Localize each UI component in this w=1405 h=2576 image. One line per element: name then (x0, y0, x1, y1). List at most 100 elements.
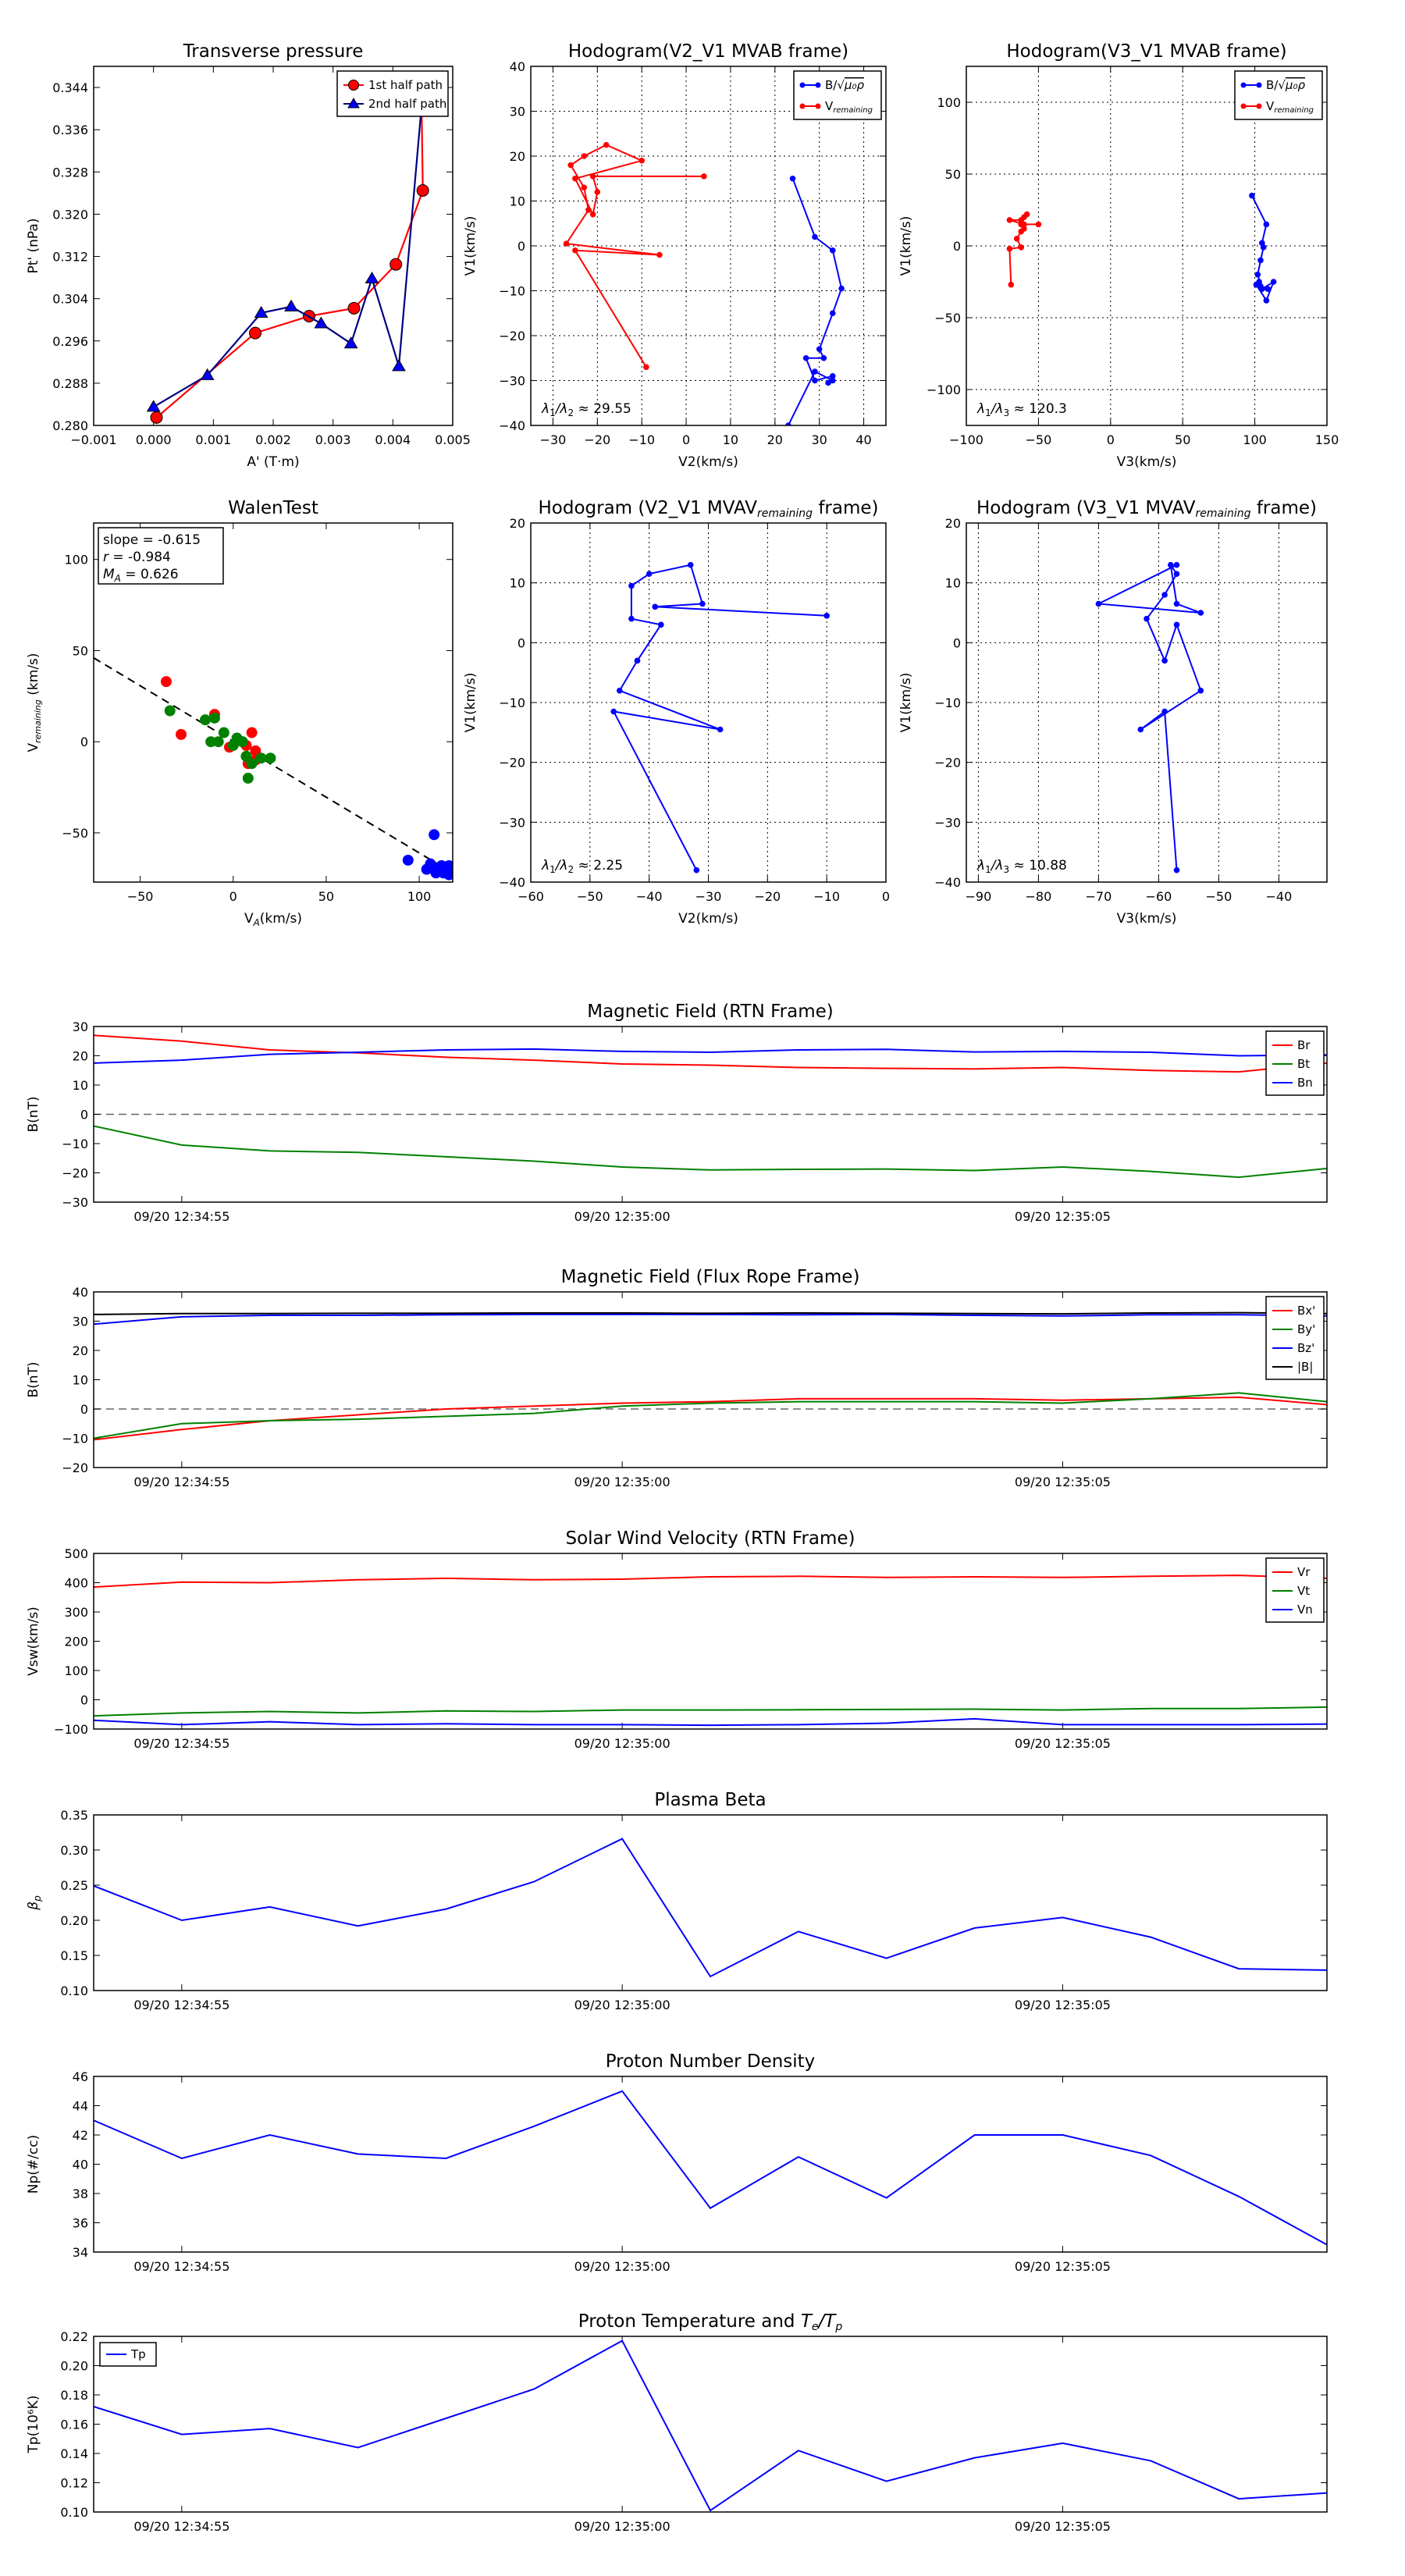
y-axis-label: βp (26, 1895, 43, 1911)
x-tick-label: 0.003 (315, 432, 351, 447)
series-v-remaining-point (1021, 221, 1027, 228)
series-b--point (1254, 272, 1261, 278)
series-2nd-half-path-point (343, 336, 358, 349)
plot-frame (93, 522, 454, 883)
series-blue-point (699, 600, 706, 607)
x-tick-label: 10 (723, 432, 738, 447)
series-1st-half-path-point (150, 411, 163, 424)
series-v-remaining-point (638, 157, 645, 164)
x-tick-label: −100 (949, 432, 984, 447)
plot-area (563, 141, 845, 425)
y-tick-label: 0 (518, 239, 525, 254)
series-blue-line (1095, 564, 1202, 870)
y-tick-label: 0.12 (60, 2476, 88, 2491)
series-red-point (176, 728, 187, 740)
x-axis-label: VA(km/s) (244, 911, 302, 928)
plot-frame (93, 1553, 1328, 1730)
legend-label: Bz' (1297, 1341, 1314, 1355)
y-tick-label: −100 (54, 1722, 88, 1737)
x-tick-label: 150 (1315, 432, 1339, 447)
series-blue-point (1144, 615, 1150, 622)
x-tick-label: 09/20 12:34:55 (133, 1475, 229, 1489)
plot-frame (530, 66, 887, 426)
y-tick-label: 30 (510, 105, 525, 119)
series-v-remaining-point (1006, 245, 1013, 252)
series-green-point (255, 753, 267, 764)
x-tick-label: 09/20 12:35:05 (1015, 1736, 1111, 1751)
series-v-remaining-point (589, 211, 596, 218)
series-v-remaining-point (581, 153, 588, 159)
plot-frame (966, 66, 1328, 426)
y-tick-label: 34 (73, 2245, 88, 2260)
y-tick-label: 0.336 (52, 123, 88, 137)
series-v-remaining-point (1035, 221, 1042, 228)
series-b--point (825, 379, 831, 386)
legend-label: Vt (1297, 1584, 1310, 1598)
y-tick-label: 100 (64, 553, 88, 568)
x-tick-label: 09/20 12:35:00 (574, 1998, 670, 2012)
legend-label: Bx' (1297, 1304, 1315, 1318)
stats-box (98, 527, 224, 585)
y-tick-label: −10 (934, 696, 961, 710)
plot-frame (93, 1814, 1328, 1991)
y-axis-label: Np(#/cc) (26, 2135, 41, 2194)
y-tick-label: 20 (510, 149, 525, 164)
y-tick-label: 20 (73, 1049, 88, 1064)
plot-frame (93, 2076, 1328, 2253)
legend-box (336, 70, 449, 117)
legend-box (1265, 1296, 1325, 1380)
x-tick-label: 100 (407, 889, 432, 904)
y-tick-label: −30 (499, 374, 525, 389)
y-tick-label: 40 (73, 2158, 88, 2172)
series-bz--line (94, 1313, 1327, 1325)
chart-p9: Solar Wind Velocity (RTN Frame) −100 0 100 2… (26, 1528, 1328, 1751)
series-blue-point (1173, 561, 1180, 568)
y-axis-label: V1(km/s) (898, 673, 914, 733)
x-tick-label: 50 (1175, 432, 1190, 447)
series-blue-point (658, 621, 664, 628)
y-tick-label: 0.25 (60, 1878, 88, 1893)
series-blue-point (1161, 657, 1168, 664)
legend-label: 2nd half path (368, 97, 446, 111)
chart-p8: Magnetic Field (Flux Rope Frame) −20 −10 0 1… (26, 1267, 1328, 1489)
chart-title: Hodogram(V3_V1 MVAB frame) (1006, 41, 1286, 62)
y-tick-label: 100 (937, 95, 961, 110)
series-b--point (812, 368, 818, 375)
x-tick-label: −60 (518, 889, 544, 904)
x-tick-label: 0.002 (255, 432, 291, 447)
x-tick-label: −40 (636, 889, 663, 904)
y-tick-label: 0 (80, 1693, 88, 1708)
plot-area (94, 2090, 1327, 2246)
plot-area (1006, 192, 1277, 304)
x-tick-label: −40 (1266, 889, 1293, 904)
series-v-remaining-point (1023, 211, 1030, 218)
legend-label: B/√μ₀ρ (825, 78, 864, 92)
y-tick-label: −40 (499, 418, 525, 433)
series-blue-point (1161, 592, 1168, 598)
series-blue-point (421, 863, 432, 875)
series-b--point (812, 233, 818, 240)
legend-label: Vr (1297, 1565, 1311, 1579)
series-vn-line (94, 1717, 1327, 1727)
series-2nd-half-path-point (314, 316, 329, 329)
legend-label: Bt (1297, 1057, 1310, 1071)
y-tick-label: 50 (73, 643, 88, 658)
legend: Bx' By' Bz' |B| (1265, 1296, 1325, 1380)
y-axis-label: Vremaining (km/s) (26, 653, 43, 752)
series-green-point (246, 758, 258, 770)
chart-title: WalenTest (228, 498, 318, 518)
series-v-remaining-point (701, 173, 707, 180)
y-tick-label: −20 (499, 756, 525, 770)
series-v-remaining-point (1021, 226, 1027, 232)
legend-box (1234, 70, 1323, 120)
chart-p2: Hodogram(V2_V1 MVAB frame) −40 −30 −20 −10 0 1… (463, 41, 887, 470)
x-tick-label: −50 (1026, 432, 1052, 447)
y-tick-label: 0 (953, 239, 961, 254)
x-tick-label: 40 (855, 432, 871, 447)
chart-title: Proton Number Density (606, 2051, 816, 2072)
series-green-point (218, 727, 229, 738)
y-tick-label: 0.10 (60, 2505, 88, 2520)
chart-title: Hodogram(V2_V1 MVAB frame) (568, 41, 848, 62)
chart-p4: WalenTest −50 0 50 100 −50 0 50 100 VA(km/s) Vrema… (26, 498, 454, 928)
